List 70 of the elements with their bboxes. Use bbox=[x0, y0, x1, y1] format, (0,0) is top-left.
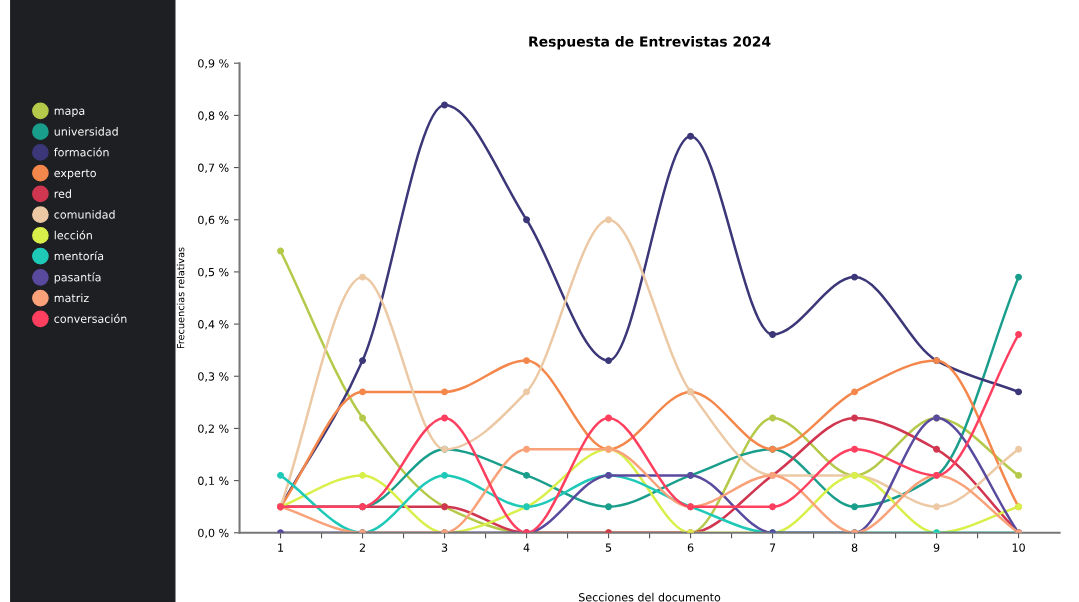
point bbox=[441, 471, 449, 479]
y-tick-label: 0,4 % bbox=[198, 320, 229, 330]
y-axis-title: Frecuencias relativas bbox=[176, 247, 185, 349]
point bbox=[523, 357, 531, 365]
y-tick-label: 0,0 % bbox=[198, 528, 229, 539]
legend-label: comunidad bbox=[54, 210, 115, 219]
point bbox=[277, 247, 285, 255]
legend-label: lección bbox=[54, 230, 92, 240]
point bbox=[769, 503, 777, 511]
x-axis-title: Secciones del documento bbox=[579, 592, 721, 602]
y-tick-label: 0,9 % bbox=[198, 59, 229, 69]
point bbox=[359, 471, 367, 479]
point bbox=[769, 331, 777, 338]
legend-label: universidad bbox=[54, 127, 118, 136]
point bbox=[851, 388, 859, 396]
y-tick-label: 0,2 % bbox=[198, 424, 229, 434]
point bbox=[1015, 471, 1023, 479]
point bbox=[1015, 273, 1023, 281]
chart-title: Respuesta de Entrevistas 2024 bbox=[529, 35, 771, 50]
legend-label: formación bbox=[53, 147, 109, 157]
point bbox=[851, 273, 859, 281]
point bbox=[933, 445, 941, 453]
point bbox=[1015, 388, 1023, 396]
point bbox=[605, 414, 613, 422]
x-tick-label: 9 bbox=[933, 543, 940, 552]
x-tick-label: 8 bbox=[851, 543, 858, 552]
x-tick-label: 10 bbox=[1012, 543, 1025, 552]
x-tick-label: 3 bbox=[441, 543, 448, 552]
x-tick-label: 5 bbox=[605, 543, 612, 552]
point bbox=[359, 414, 367, 422]
point bbox=[523, 471, 531, 479]
x-tick-label: 1 bbox=[278, 543, 284, 552]
y-tick-label: 0,8 % bbox=[198, 111, 229, 121]
point bbox=[933, 503, 941, 511]
y-tick-label: 0,6 % bbox=[198, 215, 229, 226]
x-tick-label: 4 bbox=[523, 543, 530, 552]
x-tick-label: 2 bbox=[359, 543, 365, 552]
point bbox=[851, 414, 859, 422]
legend-label: mapa bbox=[54, 108, 85, 118]
point bbox=[605, 357, 613, 365]
x-tick-label: 6 bbox=[687, 543, 694, 552]
legend-label: conversación bbox=[54, 313, 127, 323]
point bbox=[687, 132, 695, 140]
y-tick-label: 0,1 % bbox=[198, 476, 229, 487]
point bbox=[441, 101, 449, 109]
point bbox=[359, 273, 367, 281]
point bbox=[523, 388, 531, 396]
x-tick-label: 7 bbox=[769, 543, 776, 552]
point bbox=[277, 471, 285, 479]
y-tick-label: 0,5 % bbox=[198, 267, 229, 278]
point bbox=[359, 357, 367, 365]
legend-label: pasantía bbox=[54, 272, 101, 284]
y-tick-label: 0,7 % bbox=[198, 163, 229, 174]
point bbox=[1015, 331, 1023, 338]
point bbox=[605, 503, 613, 511]
point bbox=[441, 414, 449, 422]
point bbox=[769, 414, 777, 422]
point bbox=[523, 445, 531, 453]
legend-label: experto bbox=[54, 169, 96, 180]
point bbox=[359, 388, 367, 396]
legend-label: matriz bbox=[54, 293, 89, 303]
y-tick-label: 0,3 % bbox=[198, 372, 229, 382]
point bbox=[851, 503, 859, 511]
point bbox=[523, 216, 531, 224]
point bbox=[1015, 445, 1023, 453]
legend-label: mentoría bbox=[54, 251, 104, 261]
point bbox=[851, 445, 859, 453]
legend-label: red bbox=[54, 189, 71, 198]
point bbox=[441, 388, 449, 396]
point bbox=[605, 216, 613, 224]
